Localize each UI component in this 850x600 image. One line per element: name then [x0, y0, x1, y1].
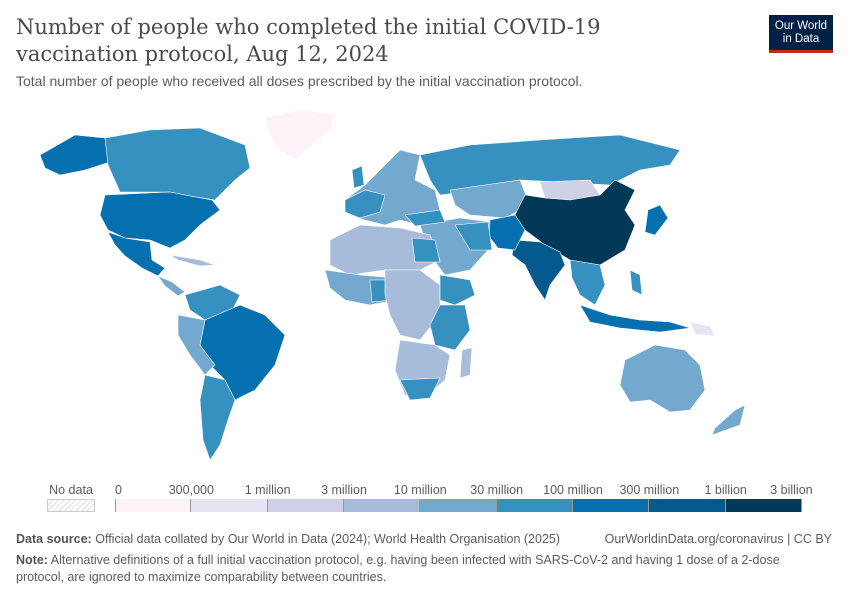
chart-title: Number of people who completed the initi…	[16, 15, 601, 66]
region-central-america[interactable]	[157, 275, 186, 297]
country-greenland[interactable]	[264, 109, 336, 161]
legend-no-data-swatch[interactable]	[47, 499, 95, 512]
chart-subtitle: Total number of people who received all …	[16, 73, 583, 89]
data-source-text: Official data collated by Our World in D…	[95, 532, 561, 546]
legend-bin-3[interactable]	[344, 499, 421, 512]
legend-threshold-label: 1 million	[244, 483, 291, 497]
region-central-africa[interactable]	[384, 269, 441, 341]
legend-threshold-label: 300 million	[619, 483, 680, 497]
legend-bin-8[interactable]	[725, 499, 802, 512]
logo-line1: Our World	[774, 19, 828, 32]
legend-threshold-label: 30 million	[470, 483, 524, 497]
note-label: Note:	[16, 553, 48, 567]
country-mexico[interactable]	[107, 231, 166, 277]
country-png[interactable]	[689, 321, 716, 337]
country-turkey[interactable]	[404, 209, 446, 227]
legend-bin-7[interactable]	[649, 499, 726, 512]
owid-logo[interactable]: Our World in Data	[769, 15, 833, 53]
country-south-africa[interactable]	[399, 377, 441, 401]
source-url-link[interactable]: OurWorldinData.org/coronavirus | CC BY	[604, 532, 832, 546]
country-indonesia[interactable]	[579, 304, 691, 333]
country-egypt[interactable]	[411, 237, 441, 263]
country-japan[interactable]	[644, 204, 669, 236]
region-east-africa[interactable]	[429, 304, 471, 351]
data-source-label: Data source:	[16, 532, 92, 546]
legend-threshold-label: 10 million	[393, 483, 447, 497]
legend-threshold-label: 3 billion	[770, 483, 813, 497]
country-canada[interactable]	[104, 127, 251, 201]
country-iran[interactable]	[454, 221, 493, 251]
country-usa-alaska[interactable]	[39, 134, 111, 176]
region-caribbean[interactable]	[169, 254, 216, 267]
legend-bin-1[interactable]	[191, 499, 268, 512]
country-india[interactable]	[511, 239, 566, 301]
country-madagascar[interactable]	[459, 347, 473, 379]
region-andes[interactable]	[177, 314, 216, 376]
country-uk[interactable]	[351, 165, 365, 189]
region-west-europe[interactable]	[344, 189, 386, 219]
region-southeast-asia[interactable]	[569, 259, 606, 306]
country-ethiopia[interactable]	[439, 274, 476, 306]
legend-threshold-label: 1 billion	[704, 483, 747, 497]
region-southern-cone[interactable]	[199, 374, 236, 461]
country-china[interactable]	[514, 179, 636, 266]
legend-threshold-label: 3 million	[321, 483, 367, 497]
data-source-line: Data source: Official data collated by O…	[16, 531, 560, 548]
legend-bin-0[interactable]	[115, 499, 192, 512]
country-usa[interactable]	[99, 191, 221, 249]
legend-no-data-label: No data	[49, 483, 93, 497]
legend-threshold-label: 300,000	[168, 483, 214, 497]
legend-bin-2[interactable]	[267, 499, 344, 512]
world-map[interactable]	[0, 100, 850, 470]
note-text: Alternative definitions of a full initia…	[16, 553, 780, 584]
note: Note: Alternative definitions of a full …	[16, 552, 831, 586]
legend-bin-4[interactable]	[420, 499, 497, 512]
country-philippines[interactable]	[629, 269, 643, 296]
country-new-zealand[interactable]	[711, 404, 746, 436]
legend-threshold-label: 100 million	[543, 483, 603, 497]
legend-bin-6[interactable]	[573, 499, 650, 512]
logo-line2: in Data	[782, 32, 820, 45]
legend-bin-5[interactable]	[496, 499, 573, 512]
legend-threshold-label: 0	[115, 483, 122, 497]
country-australia[interactable]	[619, 344, 706, 413]
region-north-africa[interactable]	[329, 224, 441, 276]
